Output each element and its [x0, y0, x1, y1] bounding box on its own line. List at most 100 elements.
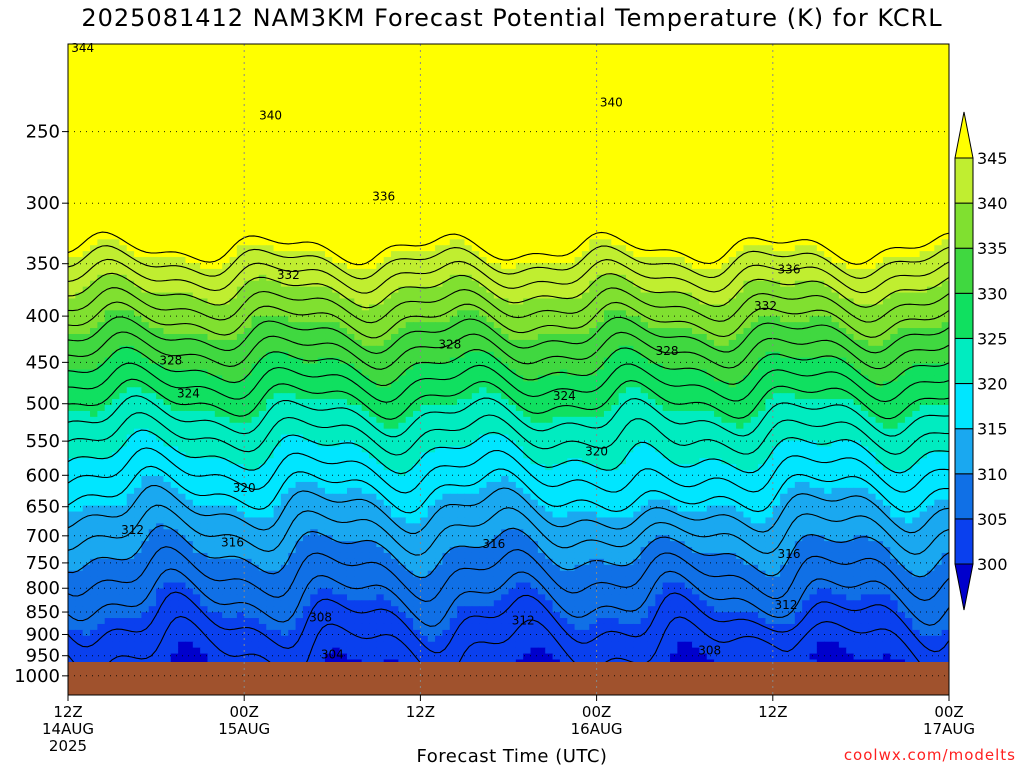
color-cell — [728, 120, 737, 128]
color-cell — [302, 49, 311, 57]
color-cell — [868, 268, 877, 276]
color-cell — [860, 109, 869, 116]
color-cell — [471, 156, 480, 163]
color-cell — [523, 132, 532, 140]
color-cell — [471, 174, 480, 181]
color-cell — [119, 197, 128, 205]
color-cell — [904, 221, 913, 229]
color-cell — [354, 168, 363, 175]
color-cell — [104, 245, 113, 252]
color-cell — [280, 191, 289, 199]
color-cell — [596, 55, 605, 63]
color-cell — [266, 251, 275, 258]
color-cell — [802, 156, 811, 163]
color-cell — [148, 67, 157, 75]
color-cell — [545, 138, 554, 146]
color-cell — [926, 251, 935, 258]
color-cell — [295, 44, 304, 51]
color-cell — [750, 126, 759, 134]
color-cell — [934, 221, 943, 229]
color-cell — [369, 115, 377, 122]
color-cell — [229, 233, 238, 240]
color-cell — [758, 91, 767, 98]
color-cell — [112, 115, 120, 122]
color-cell — [112, 274, 120, 282]
color-cell — [464, 91, 473, 98]
color-cell — [178, 268, 187, 276]
color-cell — [677, 79, 686, 87]
color-cell — [280, 286, 289, 294]
color-cell — [112, 221, 120, 229]
color-cell — [280, 215, 289, 223]
color-cell — [222, 85, 231, 92]
color-cell — [369, 132, 377, 140]
color-cell — [369, 268, 377, 276]
color-cell — [156, 221, 165, 229]
color-cell — [897, 109, 906, 116]
color-cell — [537, 156, 546, 163]
color-cell — [200, 186, 209, 193]
color-cell — [170, 221, 179, 229]
color-cell — [589, 274, 598, 282]
color-cell — [119, 257, 128, 264]
color-cell — [280, 126, 289, 134]
color-cell — [68, 197, 76, 205]
color-cell — [207, 227, 216, 234]
color-cell — [816, 49, 825, 57]
color-cell — [295, 126, 304, 134]
color-cell — [941, 73, 949, 81]
color-cell — [809, 91, 818, 98]
color-cell — [882, 227, 891, 234]
color-cell — [890, 268, 899, 276]
color-cell — [324, 126, 333, 134]
color-cell — [126, 132, 135, 140]
color-cell — [413, 61, 421, 69]
color-cell — [229, 197, 238, 205]
color-cell — [156, 49, 165, 57]
color-cell — [126, 233, 135, 240]
color-cell — [332, 203, 341, 211]
color-cell — [486, 79, 495, 87]
color-cell — [787, 209, 796, 217]
color-cell — [559, 168, 568, 175]
color-cell — [156, 180, 165, 187]
color-cell — [251, 55, 260, 63]
color-cell — [838, 79, 847, 87]
color-cell — [302, 180, 311, 187]
color-cell — [890, 262, 899, 270]
color-cell — [200, 280, 209, 288]
color-cell — [97, 67, 106, 75]
color-cell — [772, 257, 781, 264]
color-cell — [934, 138, 943, 146]
color-cell — [802, 203, 811, 211]
color-cell — [699, 103, 708, 110]
color-cell — [398, 221, 407, 229]
color-cell — [119, 239, 128, 246]
color-cell — [82, 73, 91, 81]
color-cell — [479, 61, 488, 69]
color-cell — [112, 191, 120, 199]
color-cell — [427, 191, 436, 199]
color-cell — [853, 55, 862, 63]
color-cell — [354, 227, 363, 234]
color-cell — [677, 209, 686, 217]
color-cell — [97, 286, 106, 294]
color-cell — [794, 186, 803, 193]
color-cell — [618, 186, 627, 193]
color-cell — [611, 251, 620, 258]
color-cell — [361, 262, 370, 270]
color-cell — [589, 91, 598, 98]
color-cell — [90, 280, 98, 288]
color-cell — [90, 221, 98, 229]
color-cell — [163, 174, 172, 181]
color-cell — [926, 227, 935, 234]
color-cell — [192, 186, 201, 193]
color-cell — [420, 209, 429, 217]
color-cell — [574, 73, 583, 81]
color-cell — [464, 174, 473, 181]
color-cell — [670, 85, 678, 92]
color-cell — [310, 162, 319, 169]
color-cell — [787, 55, 796, 63]
color-cell — [692, 109, 700, 116]
color-cell — [222, 186, 231, 193]
